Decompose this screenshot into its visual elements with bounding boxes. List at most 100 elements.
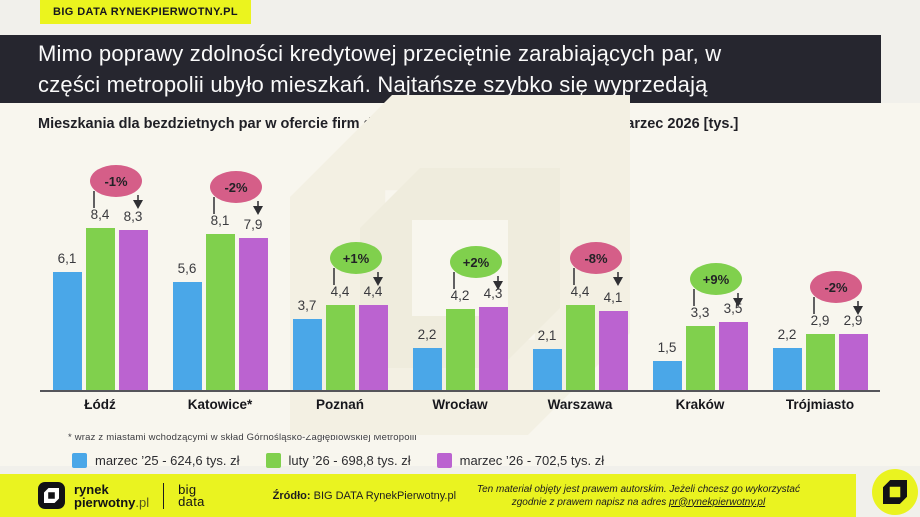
- chart-group: 5,6 8,1 7,9 -2%: [160, 140, 280, 390]
- bar-value-label: 3,3: [690, 305, 710, 321]
- top-strip: BIG DATA RYNEKPIERWOTNY.PL: [0, 0, 920, 35]
- page-title-line1: Mimo poprawy zdolności kredytowej przeci…: [38, 41, 722, 66]
- page-title-line2: części metropolii ubyło mieszkań. Najtań…: [38, 72, 708, 97]
- bar-series-3: 8,3: [118, 209, 148, 390]
- legend-label: marzec ’26 - 702,5 tys. zł: [459, 453, 605, 468]
- source-text: BIG DATA RynekPierwotny.pl: [310, 489, 457, 502]
- category-label: Poznań: [315, 397, 364, 412]
- legend: marzec ’25 - 624,6 tys. zł luty ’26 - 698…: [0, 443, 920, 468]
- trend-annotation: +1%: [330, 242, 383, 287]
- bar-cluster: 2,2 2,9 2,9: [760, 140, 880, 390]
- bar-value-label: 2,1: [537, 328, 557, 344]
- trend-annotation: +2%: [450, 245, 503, 290]
- category-labels: Łódź Katowice* Poznań Wrocław Warszawa Kraków…: [40, 397, 880, 412]
- bar-value-label: 6,1: [57, 251, 77, 267]
- pct-change-label: -2%: [224, 180, 248, 195]
- bar-series-2: 8,4: [85, 207, 115, 390]
- bar-series-3: 4,1: [598, 290, 628, 390]
- bar-series-2: 4,2: [445, 288, 475, 390]
- bar-value-label: 8,1: [210, 212, 230, 228]
- trend-annotation: -2%: [810, 271, 863, 316]
- legend-swatch: [436, 453, 452, 468]
- corner-logo-circle: [872, 469, 918, 515]
- bar-value-label: 2,9: [810, 313, 830, 329]
- pct-change-label: -8%: [584, 251, 608, 266]
- category-label: Warszawa: [547, 397, 613, 412]
- category-label: Trójmiasto: [785, 397, 855, 412]
- category-label: Katowice*: [187, 397, 253, 412]
- chart-group: 6,1 8,4 8,3 -1%: [40, 140, 160, 390]
- title-bar: Mimo poprawy zdolności kredytowej przeci…: [0, 35, 881, 103]
- chart-group: 2,1 4,4 4,1 -8%: [520, 140, 640, 390]
- bar-value-label: 2,2: [777, 326, 797, 342]
- bar-series-1: 6,1: [52, 251, 82, 390]
- bar-cluster: 6,1 8,4 8,3: [40, 140, 160, 390]
- bar-value-label: 2,9: [843, 313, 863, 329]
- bar-series-2: 3,3: [685, 305, 715, 390]
- bar-value-label: 1,5: [657, 340, 677, 356]
- chart-group: 1,5 3,3 3,5 +9%: [640, 140, 760, 390]
- legend-label: luty ’26 - 698,8 tys. zł: [288, 453, 411, 468]
- category-label: Łódź: [84, 397, 116, 412]
- trend-annotation: -1%: [90, 164, 143, 209]
- bar-series-3: 7,9: [238, 217, 268, 390]
- cube-logo-icon: [883, 480, 907, 504]
- bar-value-label: 3,7: [297, 297, 317, 313]
- chart-section: Mieszkania dla bezdzietnych par w oferci…: [0, 95, 920, 468]
- trend-annotation: -2%: [210, 170, 263, 215]
- bar-cluster: 1,5 3,3 3,5: [640, 140, 760, 390]
- category-label: Wrocław: [432, 397, 488, 412]
- legend-swatch: [72, 453, 87, 468]
- bar-series-2: 4,4: [325, 284, 355, 390]
- bar-series-3: 3,5: [718, 301, 748, 390]
- source-note: Źródło: BIG DATA RynekPierwotny.pl: [273, 490, 456, 502]
- legend-label: marzec ’25 - 624,6 tys. zł: [95, 453, 240, 468]
- bar-value-label: 2,2: [417, 326, 437, 342]
- contact-email-link[interactable]: pr@rynekpierwotny.pl: [669, 496, 766, 508]
- rynekpierwotny-logo-icon: [38, 482, 65, 509]
- bar-value-label: 8,4: [90, 206, 110, 222]
- footnote: * wraz z miastami wchodzącymi w skład Gó…: [68, 432, 417, 443]
- pct-change-label: -2%: [824, 280, 848, 295]
- bar-series-3: 4,3: [478, 286, 508, 390]
- pct-change-label: +1%: [343, 251, 370, 266]
- bar-series-1: 3,7: [292, 298, 322, 390]
- bar-value-label: 8,3: [123, 208, 143, 224]
- pct-change-label: +2%: [463, 255, 490, 270]
- bar-value-label: 4,1: [603, 289, 623, 305]
- bar-series-1: 2,2: [772, 327, 802, 390]
- bar-cluster: 5,6 8,1 7,9: [160, 140, 280, 390]
- bar-series-3: 2,9: [838, 313, 868, 390]
- copyright-note: Ten materiał objęty jest prawem autorski…: [476, 483, 800, 508]
- x-axis-line: [40, 390, 880, 392]
- chart-group: 2,2 2,9 2,9 -2%: [760, 140, 880, 390]
- chart-group: 2,2 4,2 4,3 +2%: [400, 140, 520, 390]
- bar-series-3: 4,4: [358, 284, 388, 390]
- bar-chart: 6,1 8,4 8,3 -1% 5,6 8,1 7,9 -2% 3,7 4,4 4,4 +1% 2,2 4…: [40, 95, 880, 435]
- pct-change-label: -1%: [104, 174, 128, 189]
- legend-swatch: [265, 453, 281, 468]
- plot-area: 6,1 8,4 8,3 -1% 5,6 8,1 7,9 -2% 3,7 4,4 4,4 +1% 2,2 4…: [40, 140, 880, 390]
- legend-item: marzec ’26 - 702,5 tys. zł: [436, 453, 605, 468]
- legend-item: marzec ’25 - 624,6 tys. zł: [72, 453, 240, 468]
- bar-series-2: 2,9: [805, 313, 835, 390]
- trend-annotation: -8%: [570, 242, 623, 287]
- rynekpierwotny-logo-text: rynek pierwotny.pl: [74, 481, 150, 510]
- source-label: Źródło:: [272, 489, 311, 502]
- bar-series-1: 1,5: [652, 340, 682, 390]
- bar-value-label: 5,6: [177, 260, 197, 276]
- bar-series-1: 2,1: [532, 328, 562, 390]
- chart-subtitle: Mieszkania dla bezdzietnych par w oferci…: [38, 116, 739, 132]
- footer-bar: rynek pierwotny.pl big data Źródło: BIG …: [0, 474, 856, 517]
- bar-series-2: 8,1: [205, 213, 235, 390]
- footer-divider: [163, 482, 165, 509]
- bar-series-1: 2,2: [412, 327, 442, 390]
- brand-badge: BIG DATA RYNEKPIERWOTNY.PL: [40, 0, 251, 24]
- bar-series-1: 5,6: [172, 261, 202, 390]
- bar-series-2: 4,4: [565, 284, 595, 390]
- legend-item: luty ’26 - 698,8 tys. zł: [265, 453, 411, 468]
- chart-group: 3,7 4,4 4,4 +1%: [280, 140, 400, 390]
- bar-value-label: 7,9: [243, 216, 263, 232]
- trend-annotation: +9%: [690, 263, 743, 308]
- bigdata-logo-text: big data: [178, 481, 205, 509]
